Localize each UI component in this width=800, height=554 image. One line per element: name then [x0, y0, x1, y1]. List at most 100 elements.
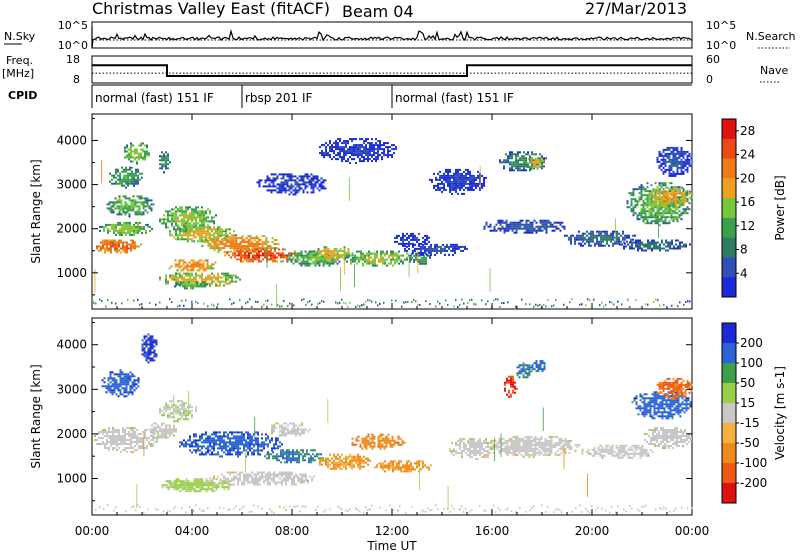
power-cell: [509, 169, 511, 172]
velocity-cell: [118, 429, 120, 431]
power-cell: [367, 150, 369, 153]
power-cell: [288, 177, 291, 180]
power-cell: [521, 163, 523, 166]
power-cell: [192, 259, 195, 262]
power-cell: [604, 236, 606, 239]
cpid-panel: CPID normal (fast) 151 IF rbsp 201 IF norm…: [8, 84, 692, 108]
velocity-cell: [147, 355, 150, 358]
power-noise-cell: [611, 301, 613, 304]
power-cell: [529, 225, 532, 228]
power-cell: [312, 260, 315, 263]
power-cell: [672, 188, 675, 191]
power-cell: [183, 230, 185, 233]
power-cell: [320, 183, 323, 186]
velocity-cell: [219, 431, 221, 434]
power-cell: [111, 174, 113, 177]
velocity-cell: [124, 437, 126, 439]
power-cell: [428, 240, 430, 243]
power-cell: [278, 248, 280, 251]
velocity-cell: [179, 445, 181, 448]
velocity-cell: [175, 428, 177, 431]
power-cell: [421, 258, 423, 261]
power-cell: [136, 160, 138, 163]
power-cell: [644, 210, 647, 213]
power-cell: [686, 160, 689, 163]
power-cell: [185, 206, 187, 209]
power-cell: [477, 182, 479, 185]
power-cell: [210, 265, 213, 268]
power-cell: [302, 181, 305, 184]
power-cell: [159, 218, 161, 221]
power-cell: [684, 208, 687, 211]
power-noise-cell: [471, 298, 473, 301]
power-cell: [658, 214, 661, 217]
velocity-cell: [159, 430, 161, 433]
power-cell: [306, 185, 309, 188]
power-cell: [204, 259, 207, 262]
power-cell: [592, 232, 594, 235]
power-cell: [190, 263, 193, 266]
power-cell: [525, 161, 527, 164]
power-cell: [379, 144, 381, 147]
power-cell: [317, 248, 320, 251]
power-cell: [328, 264, 331, 267]
velocity-cell: [217, 443, 219, 446]
power-cell: [199, 212, 201, 215]
power-cell: [161, 155, 163, 158]
power-noise-cell: [603, 305, 605, 308]
power-cell: [146, 201, 149, 204]
velocity-cell: [136, 449, 138, 451]
power-cell: [433, 186, 435, 189]
velocity-cell: [177, 420, 179, 423]
power-cell: [179, 272, 181, 275]
power-cell: [430, 249, 432, 252]
power-cell: [139, 221, 141, 224]
power-cell: [219, 230, 221, 233]
power-noise-cell: [407, 301, 409, 303]
power-cell: [598, 240, 600, 243]
power-cell: [646, 210, 649, 213]
velocity-cell: [193, 449, 195, 452]
power-cell: [547, 225, 550, 228]
power-cell: [191, 240, 193, 243]
power-cell: [339, 152, 341, 155]
power-cell: [292, 262, 295, 265]
power-cell: [263, 243, 266, 246]
power-cell: [642, 218, 645, 221]
power-cell: [225, 278, 227, 281]
velocity-cell: [199, 439, 201, 442]
power-cell: [642, 202, 645, 205]
velocity-cell: [128, 439, 130, 441]
power-cell: [652, 210, 655, 213]
velocity-cell: [163, 408, 165, 411]
power-cell: [282, 189, 285, 192]
power-cell: [110, 201, 113, 204]
power-cell: [316, 181, 319, 184]
power-cell: [131, 233, 133, 236]
power-cell: [201, 278, 203, 281]
power-cell: [536, 165, 539, 168]
power-cell: [555, 225, 558, 228]
power-cell: [125, 227, 127, 230]
velocity-cell: [143, 341, 146, 344]
power-cell: [600, 240, 602, 243]
power-cell: [389, 146, 391, 149]
power-cell: [616, 230, 618, 233]
power-cell: [660, 212, 663, 215]
power-cell: [475, 182, 477, 185]
power-cell: [359, 150, 361, 153]
velocity-cell: [233, 449, 235, 452]
velocity-cell: [141, 347, 144, 350]
power-cell: [185, 216, 187, 219]
power-cell: [549, 225, 552, 228]
power-cell: [233, 237, 236, 240]
velocity-cell: [108, 429, 110, 431]
power-cell: [212, 267, 215, 270]
power-cell: [632, 190, 635, 193]
power-cell: [243, 245, 246, 248]
power-cell: [636, 188, 639, 191]
power-cell: [537, 227, 540, 230]
power-cell: [390, 250, 392, 253]
power-cell: [211, 282, 213, 285]
power-cell: [578, 242, 580, 245]
